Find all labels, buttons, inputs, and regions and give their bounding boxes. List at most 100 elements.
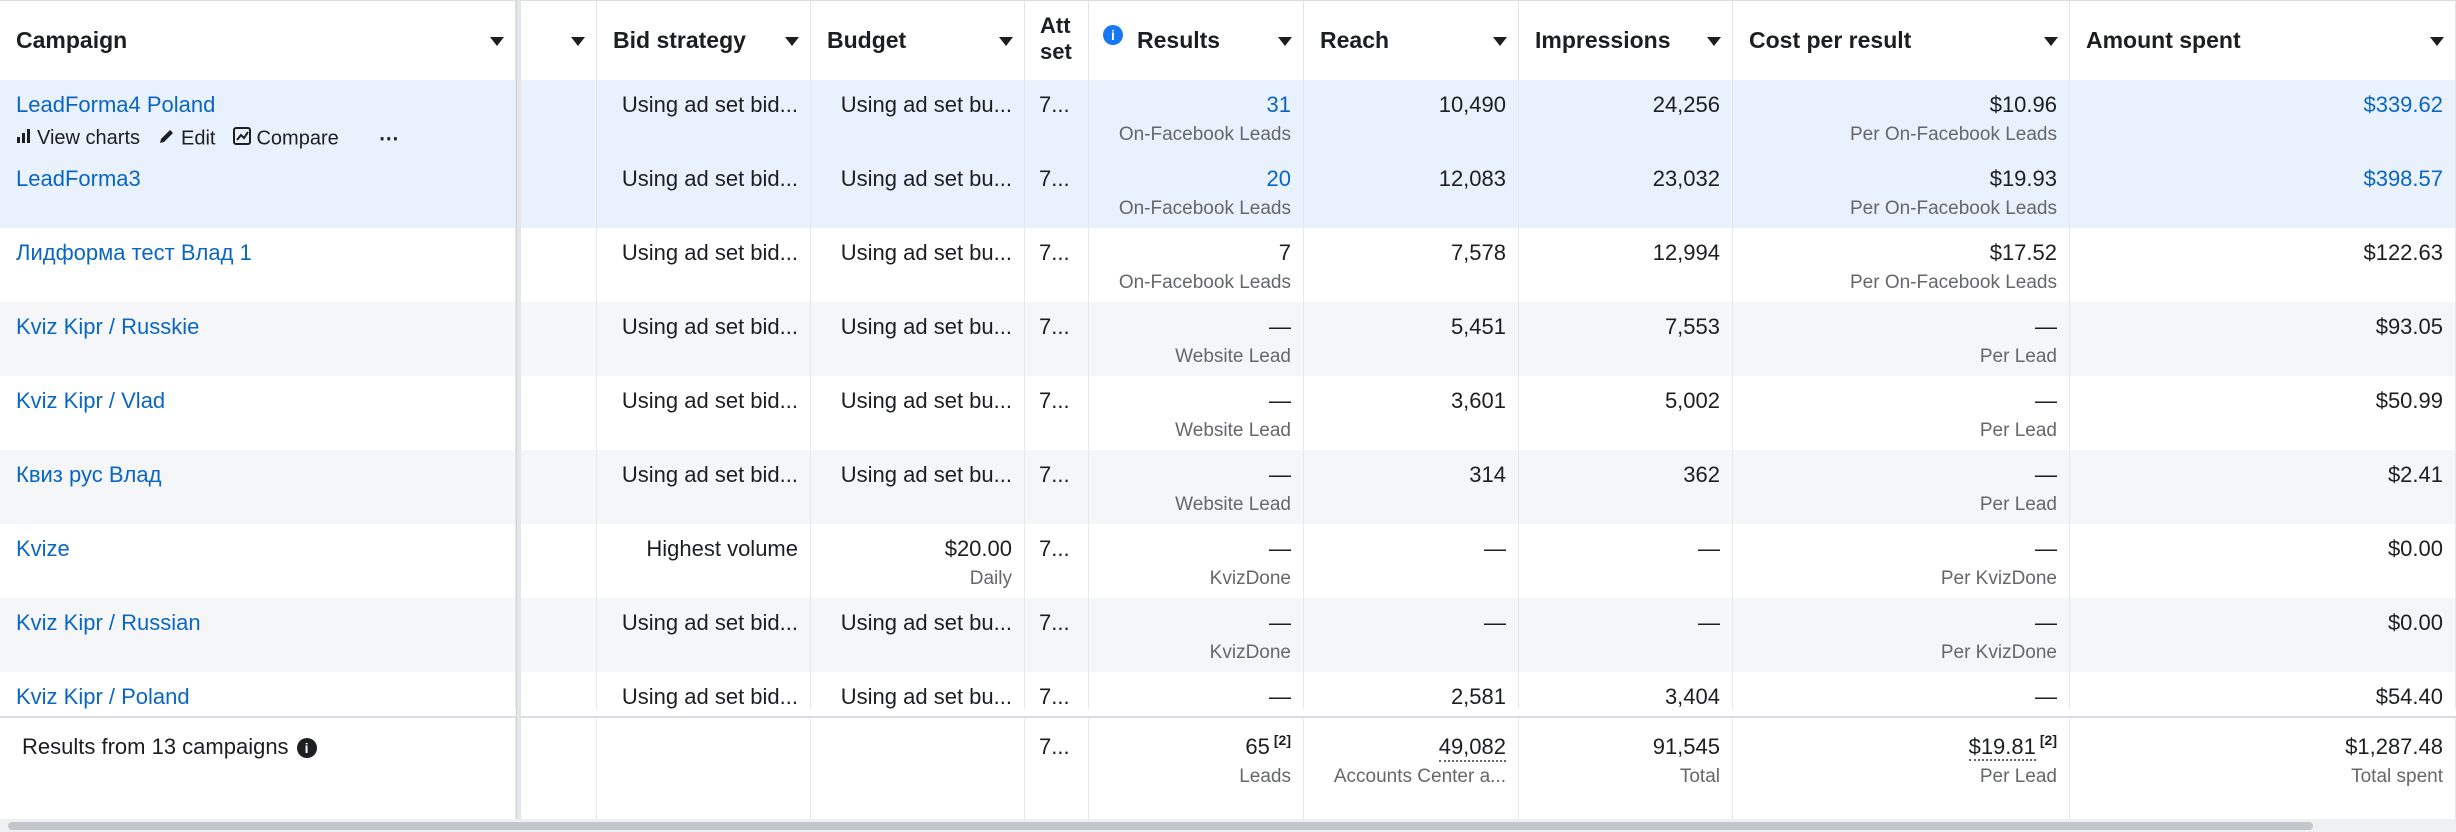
spent-value[interactable]: $339.62 <box>2363 92 2443 117</box>
attribution-value: 7... <box>1039 92 1070 117</box>
table-row[interactable]: LeadForma3 Using ad set bid... Using ad se… <box>0 154 2456 228</box>
cell-reach: 7,578 <box>1304 228 1519 302</box>
cell-bid: Using ad set bid... <box>597 450 811 524</box>
sort-caret-icon[interactable] <box>2044 37 2058 46</box>
spent-value: $122.63 <box>2363 240 2443 265</box>
footer-results-value: 65 [2] <box>1245 732 1291 760</box>
campaign-name-link[interactable]: Kvize <box>16 536 70 561</box>
cell-attr: 7... <box>1025 672 1089 709</box>
cpr-value: $19.93 <box>1989 166 2057 191</box>
campaign-name-link[interactable]: Kviz Kipr / Poland <box>16 684 190 709</box>
column-header-reach[interactable]: Reach <box>1304 1 1519 80</box>
column-header-delivery[interactable] <box>521 1 597 80</box>
bid-value: Using ad set bid... <box>621 462 798 487</box>
cpr-subtext: Per On-Facebook Leads <box>1849 272 2057 293</box>
reach-value: 7,578 <box>1450 240 1506 265</box>
sort-caret-icon[interactable] <box>1707 37 1721 46</box>
view-charts-button-label: View charts <box>37 126 141 149</box>
cell-results: 31 On-Facebook Leads <box>1089 80 1304 154</box>
view-charts-button[interactable]: View charts <box>16 127 140 150</box>
cell-reach: 2,581 <box>1304 672 1519 709</box>
scrollbar-thumb[interactable] <box>8 822 2313 830</box>
bid-value: Using ad set bid... <box>621 388 798 413</box>
cell-cpr: — Per KvizDone <box>1733 598 2070 672</box>
attribution-value: 7... <box>1039 314 1070 339</box>
campaign-name-link[interactable]: LeadForma3 <box>16 166 141 191</box>
pencil-icon <box>158 127 176 151</box>
results-subtext: Website Lead <box>1175 346 1291 367</box>
column-header-budget[interactable]: Budget <box>811 1 1025 80</box>
cell-results: 7 On-Facebook Leads <box>1089 228 1304 302</box>
cell-campaign: Kviz Kipr / Poland <box>0 672 516 709</box>
spent-value[interactable]: $398.57 <box>2363 166 2443 191</box>
table-row[interactable]: Kviz Kipr / Russian Using ad set bid... Us… <box>0 598 2456 672</box>
cell-campaign: Kviz Kipr / Russkie <box>0 302 516 376</box>
sort-caret-icon[interactable] <box>999 37 1013 46</box>
column-header-campaign[interactable]: Campaign <box>0 1 516 80</box>
budget-value: Using ad set bu... <box>840 610 1012 635</box>
column-header-label: Att set <box>1040 13 1072 64</box>
column-header-results[interactable]: i Results <box>1089 1 1304 80</box>
column-header-impr[interactable]: Impressions <box>1519 1 1733 80</box>
results-value: — <box>1269 462 1291 487</box>
cell-attr: 7... <box>1025 154 1089 228</box>
spent-value: $50.99 <box>2375 388 2443 413</box>
cell-attr: 7... <box>1025 524 1089 598</box>
results-value[interactable]: 31 <box>1266 92 1291 117</box>
column-header-bid[interactable]: Bid strategy <box>597 1 811 80</box>
table-row[interactable]: Kviz Kipr / Russkie Using ad set bid... Us… <box>0 302 2456 376</box>
campaign-name-link[interactable]: Лидформа тест Влад 1 <box>16 240 252 265</box>
spent-value: $54.40 <box>2375 684 2443 709</box>
campaign-name-link[interactable]: Kviz Kipr / Russian <box>16 610 201 635</box>
table-row[interactable]: Kvize Highest volume $20.00 Daily 7... — KvizD… <box>0 524 2456 598</box>
cell-cpr: $19.93 Per On-Facebook Leads <box>1733 154 2070 228</box>
edit-button[interactable]: Edit <box>158 127 215 151</box>
cell-spent: $0.00 <box>2070 598 2456 672</box>
sort-caret-icon[interactable] <box>2430 37 2444 46</box>
attribution-value: 7... <box>1039 240 1070 265</box>
cell-results: — Website Lead <box>1089 302 1304 376</box>
table-row[interactable]: Kviz Kipr / Poland Using ad set bid... Usi… <box>0 672 2456 709</box>
cell-results: — Website Lead <box>1089 450 1304 524</box>
cell-attr: 7... <box>1025 376 1089 450</box>
info-icon[interactable]: i <box>1103 25 1123 45</box>
sort-caret-icon[interactable] <box>785 37 799 46</box>
spent-value: $0.00 <box>2387 610 2443 635</box>
results-value: — <box>1269 314 1291 339</box>
table-row[interactable]: Квиз рус Влад Using ad set bid... Using ad… <box>0 450 2456 524</box>
column-header-label: Amount spent <box>2086 27 2241 53</box>
reach-value: 5,451 <box>1450 314 1506 339</box>
footnote-marker: [2] <box>1273 732 1291 748</box>
impr-value: 3,404 <box>1664 684 1720 709</box>
table-row[interactable]: LeadForma4 Poland View charts Edit Compare ⋯… <box>0 80 2456 154</box>
results-value[interactable]: 20 <box>1266 166 1291 191</box>
compare-button[interactable]: Compare <box>233 126 339 151</box>
more-options-icon[interactable]: ⋯ <box>378 128 399 150</box>
sort-caret-icon[interactable] <box>1278 37 1292 46</box>
bid-value: Using ad set bid... <box>621 166 798 191</box>
column-header-attr[interactable]: Att set <box>1025 1 1089 80</box>
campaign-name-link[interactable]: Квиз рус Влад <box>16 462 162 487</box>
horizontal-scrollbar[interactable] <box>0 819 2456 832</box>
cell-impr: 362 <box>1519 450 1733 524</box>
info-icon[interactable]: i <box>296 738 317 759</box>
cell-spent: $93.05 <box>2070 302 2456 376</box>
bid-value: Using ad set bid... <box>621 92 798 117</box>
cell-delivery <box>521 598 597 672</box>
table-row[interactable]: Лидформа тест Влад 1 Using ad set bid... U… <box>0 228 2456 302</box>
frozen-column-divider[interactable] <box>516 0 521 832</box>
cell-spent: $2.41 <box>2070 450 2456 524</box>
compare-chart-icon <box>233 126 252 151</box>
sort-caret-icon[interactable] <box>490 37 504 46</box>
campaign-name-link[interactable]: Kviz Kipr / Vlad <box>16 388 166 413</box>
footer-reach-value: 49,082 <box>1438 734 1506 762</box>
sort-caret-icon[interactable] <box>571 37 585 46</box>
column-header-cpr[interactable]: Cost per result <box>1733 1 2070 80</box>
campaign-name-link[interactable]: LeadForma4 Poland <box>16 92 216 117</box>
cell-cpr: — Per Lead <box>1733 376 2070 450</box>
sort-caret-icon[interactable] <box>1493 37 1507 46</box>
campaign-name-link[interactable]: Kviz Kipr / Russkie <box>16 314 200 339</box>
cell-attr: 7... <box>1025 302 1089 376</box>
table-row[interactable]: Kviz Kipr / Vlad Using ad set bid... Using… <box>0 376 2456 450</box>
column-header-spent[interactable]: Amount spent <box>2070 1 2456 80</box>
